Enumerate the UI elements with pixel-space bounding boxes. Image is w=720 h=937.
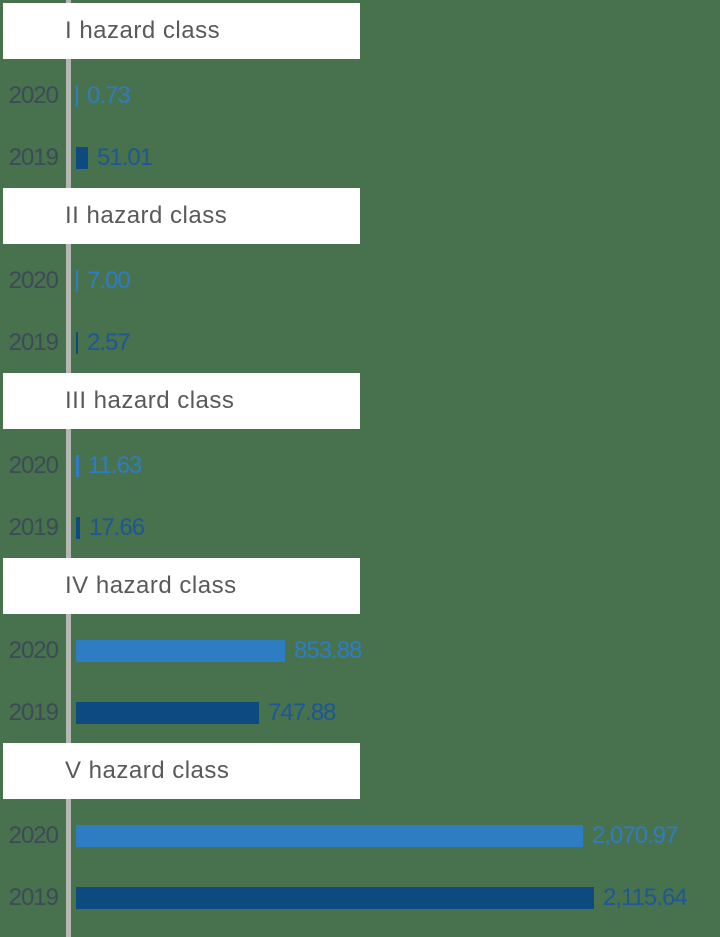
bar-group-2020: 853.88 xyxy=(76,637,362,664)
value-label-2020: 853.88 xyxy=(294,637,362,664)
section-header-band: I hazard class xyxy=(3,3,360,59)
value-label-2019: 2.57 xyxy=(87,329,131,356)
bar-2019 xyxy=(76,887,594,909)
bar-2020 xyxy=(76,640,285,662)
bar-group-2020: 7.00 xyxy=(76,267,131,294)
bar-row-2019: 2019 2.57 xyxy=(0,330,720,356)
bar-2019 xyxy=(76,147,88,169)
bar-row-2019: 2019 51.01 xyxy=(0,145,720,171)
value-label-2019: 17.66 xyxy=(89,514,145,541)
year-label-2019: 2019 xyxy=(8,514,59,541)
bar-2020 xyxy=(76,825,583,847)
bar-2020 xyxy=(76,270,78,292)
value-label-2019: 747.88 xyxy=(268,699,336,726)
value-label-2020: 0.73 xyxy=(87,82,131,109)
bar-group-2019: 747.88 xyxy=(76,699,336,726)
bar-row-2019: 2019 17.66 xyxy=(0,515,720,541)
value-label-2019: 2,115.64 xyxy=(603,884,688,911)
year-label-2020: 2020 xyxy=(8,452,59,479)
bar-group-2020: 11.63 xyxy=(76,452,142,479)
bar-row-2020: 2020 0.73 xyxy=(0,83,720,109)
section-title: I hazard class xyxy=(65,17,221,44)
bar-row-2020: 2020 2,070.97 xyxy=(0,823,720,849)
hazard-class-section: I hazard class 2020 0.73 2019 51.01 xyxy=(0,0,720,185)
section-title: V hazard class xyxy=(65,757,230,784)
hazard-class-section: II hazard class 2020 7.00 2019 2.57 xyxy=(0,185,720,370)
bar-group-2019: 51.01 xyxy=(76,144,153,171)
bar-row-2019: 2019 747.88 xyxy=(0,700,720,726)
bar-group-2020: 0.73 xyxy=(76,82,131,109)
bar-2019 xyxy=(76,517,80,539)
year-label-2019: 2019 xyxy=(8,329,59,356)
year-label-2019: 2019 xyxy=(8,144,59,171)
section-header-band: IV hazard class xyxy=(3,558,360,614)
year-label-2020: 2020 xyxy=(8,822,59,849)
bar-2019 xyxy=(76,702,259,724)
section-header-band: II hazard class xyxy=(3,188,360,244)
year-label-2020: 2020 xyxy=(8,637,59,664)
hazard-class-section: V hazard class 2020 2,070.97 2019 2,115.… xyxy=(0,740,720,925)
section-title: IV hazard class xyxy=(65,572,237,599)
year-label-2019: 2019 xyxy=(8,884,59,911)
section-title: II hazard class xyxy=(65,202,228,229)
value-label-2019: 51.01 xyxy=(97,144,153,171)
bar-2020 xyxy=(76,85,78,107)
bar-group-2019: 2,115.64 xyxy=(76,884,688,911)
bar-row-2020: 2020 7.00 xyxy=(0,268,720,294)
section-title: III hazard class xyxy=(65,387,235,414)
section-header-band: V hazard class xyxy=(3,743,360,799)
year-label-2020: 2020 xyxy=(8,82,59,109)
bar-2020 xyxy=(76,455,79,477)
bar-row-2020: 2020 853.88 xyxy=(0,638,720,664)
bar-group-2020: 2,070.97 xyxy=(76,822,678,849)
category-axis-line xyxy=(66,0,71,937)
value-label-2020: 2,070.97 xyxy=(592,822,678,849)
bar-group-2019: 2.57 xyxy=(76,329,131,356)
year-label-2019: 2019 xyxy=(8,699,59,726)
hazard-class-section: III hazard class 2020 11.63 2019 17.66 xyxy=(0,370,720,555)
hazard-class-section: IV hazard class 2020 853.88 2019 747.88 xyxy=(0,555,720,740)
value-label-2020: 11.63 xyxy=(88,452,142,479)
value-label-2020: 7.00 xyxy=(87,267,131,294)
bar-2019 xyxy=(76,332,78,354)
bar-row-2020: 2020 11.63 xyxy=(0,453,720,479)
section-header-band: III hazard class xyxy=(3,373,360,429)
year-label-2020: 2020 xyxy=(8,267,59,294)
bar-group-2019: 17.66 xyxy=(76,514,145,541)
bar-row-2019: 2019 2,115.64 xyxy=(0,885,720,911)
